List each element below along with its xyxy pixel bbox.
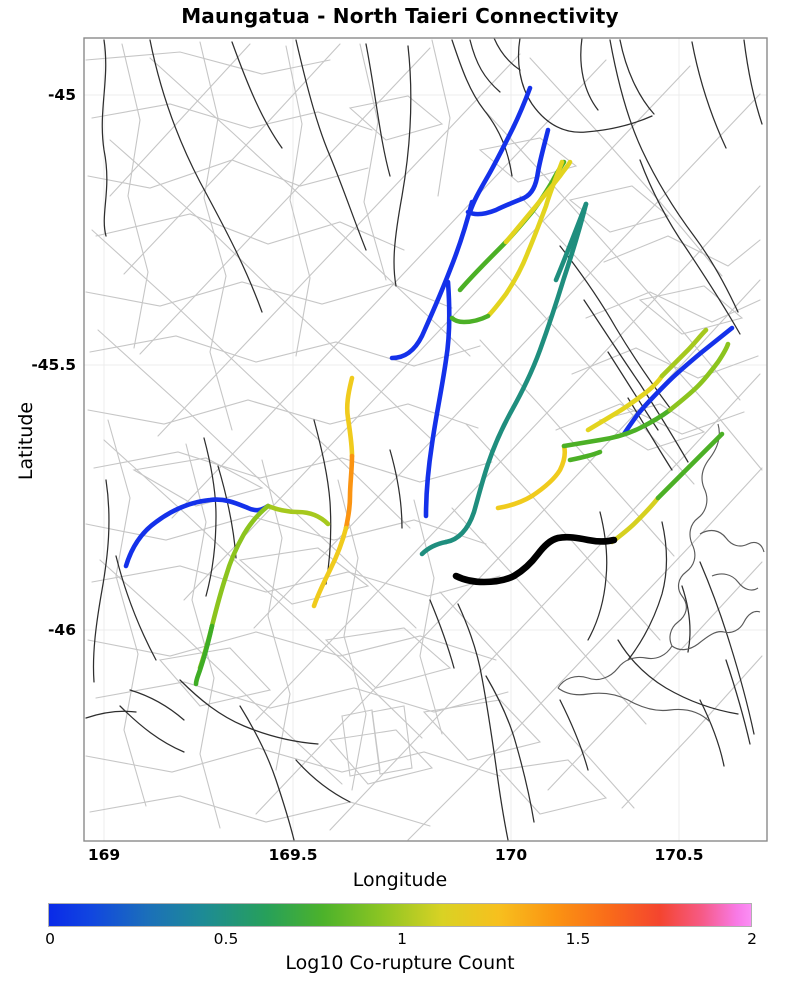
page-title: Maungatua - North Taieri Connectivity [181, 4, 619, 28]
xtick-label-2: 170 [494, 846, 528, 864]
xtick-label-0: 169 [87, 846, 121, 864]
colorbar-tick-2: 1 [397, 930, 407, 948]
colorbar-label: Log10 Co-rupture Count [285, 952, 515, 974]
y-axis-label: Latitude [15, 401, 37, 481]
colorbar[interactable] [48, 903, 752, 927]
background-fault-network-dark [85, 38, 763, 841]
coastline [557, 423, 765, 723]
ytick-label-0: -45 [47, 86, 76, 104]
co-rupture-trace-yellowgreen-east-upper[interactable] [659, 327, 709, 379]
co-rupture-trace-blue-east[interactable] [621, 325, 735, 437]
co-rupture-trace-yellow-center-top[interactable] [344, 375, 355, 459]
source-fault-maungatua-north-taieri[interactable] [452, 533, 618, 586]
co-rupture-trace-green-northeast-tail[interactable] [449, 313, 491, 325]
co-rupture-trace-yellow-southeast[interactable] [609, 495, 661, 545]
co-rupture-trace-yellow-northeast[interactable] [485, 159, 565, 319]
co-rupture-trace-blue-central-upper[interactable] [389, 199, 475, 361]
co-rupture-trace-blue-northeast[interactable] [465, 127, 551, 217]
background-fault-network-light [85, 39, 763, 841]
co-rupture-trace-yellowgreen-east[interactable] [667, 341, 731, 413]
co-rupture-trace-green-hook[interactable] [567, 449, 603, 463]
co-rupture-trace-yellow-south[interactable] [495, 443, 568, 511]
colorbar-tick-0: 0 [45, 930, 55, 948]
co-rupture-trace-teal-ne-head [553, 201, 589, 283]
co-rupture-trace-yellowgreen-sw-head[interactable] [265, 503, 331, 527]
ytick-label-2: -46 [47, 621, 76, 639]
co-rupture-trace-yellow-central-upper[interactable] [503, 159, 573, 245]
x-axis-label: Longitude [352, 869, 448, 891]
co-rupture-trace-green-east-mid[interactable] [561, 407, 673, 449]
co-rupture-trace-yellow-east-upper[interactable] [585, 373, 665, 433]
co-rupture-trace-green-sw-tail[interactable] [193, 623, 215, 687]
xtick-label-3: 170.5 [654, 846, 704, 864]
co-rupture-trace-blue-north[interactable] [467, 85, 533, 215]
xtick-label-1: 169.5 [268, 846, 318, 864]
co-rupture-trace-orange-center[interactable] [343, 453, 355, 531]
co-rupture-trace-teal-tail[interactable] [419, 539, 449, 557]
co-rupture-trace-green-southeast[interactable] [655, 431, 725, 501]
colorbar-tick-3: 1.5 [565, 930, 591, 948]
co-rupture-trace-teal-long[interactable] [443, 201, 589, 545]
colorbar-tick-1: 0.5 [213, 930, 239, 948]
plot-background [84, 38, 767, 841]
colorbar-tick-4: 2 [747, 930, 757, 948]
co-rupture-traces[interactable] [123, 85, 735, 687]
co-rupture-trace-yellow-center-bottom[interactable] [311, 525, 349, 609]
ytick-label-1: -45.5 [31, 356, 76, 374]
co-rupture-trace-blue-central-lower[interactable] [423, 279, 452, 519]
co-rupture-trace-blue-west[interactable] [123, 497, 271, 569]
colorbar-gradient [48, 903, 752, 927]
plot-frame [83, 37, 768, 842]
